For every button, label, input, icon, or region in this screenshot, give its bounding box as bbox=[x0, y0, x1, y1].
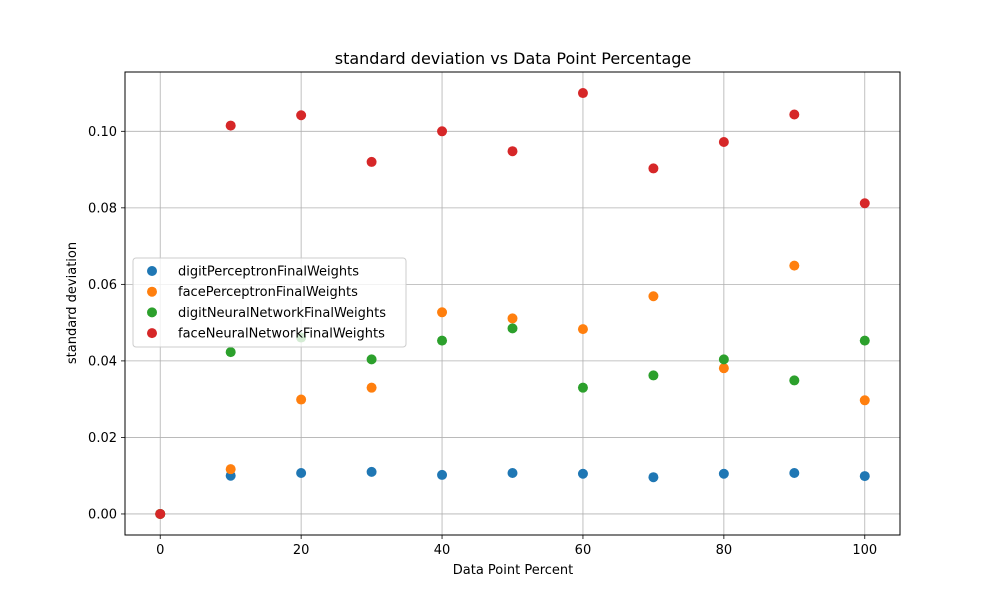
data-point-series-4 bbox=[225, 120, 236, 131]
data-point-series-4 bbox=[366, 156, 377, 167]
data-points bbox=[155, 88, 870, 519]
data-point-series-2 bbox=[859, 395, 870, 406]
x-axis-ticks: 0 20 40 60 80 100 bbox=[156, 535, 877, 558]
legend-label: digitNeuralNetworkFinalWeights bbox=[178, 306, 386, 321]
data-point-series-3 bbox=[648, 370, 659, 381]
data-point-series-2 bbox=[577, 324, 588, 335]
data-point-series-2 bbox=[789, 260, 800, 271]
y-tick-label: 0.10 bbox=[88, 125, 117, 140]
legend-marker bbox=[147, 266, 157, 276]
legend-marker bbox=[147, 328, 157, 339]
legend-marker bbox=[147, 307, 157, 318]
x-tick-label: 40 bbox=[434, 543, 451, 558]
y-tick-label: 0.02 bbox=[88, 431, 117, 446]
data-point-series-1 bbox=[859, 471, 870, 482]
data-point-series-1 bbox=[577, 468, 588, 479]
data-point-series-2 bbox=[296, 394, 307, 405]
data-point-series-4 bbox=[859, 198, 870, 209]
grid-lines bbox=[125, 72, 900, 535]
plot-frame bbox=[124, 71, 901, 536]
x-tick-label: 60 bbox=[575, 543, 592, 558]
data-point-series-2 bbox=[366, 382, 377, 393]
legend: digitPerceptronFinalWeights facePerceptro… bbox=[132, 257, 407, 348]
data-point-series-3 bbox=[225, 347, 236, 358]
data-point-series-4 bbox=[718, 137, 729, 148]
y-tick-label: 0.00 bbox=[88, 507, 117, 522]
y-tick-label: 0.06 bbox=[88, 278, 117, 293]
data-point-series-3 bbox=[577, 382, 588, 393]
y-tick-label: 0.08 bbox=[88, 201, 117, 216]
x-tick-label: 80 bbox=[716, 543, 733, 558]
legend-label: facePerceptronFinalWeights bbox=[178, 285, 358, 300]
data-point-series-1 bbox=[437, 469, 448, 480]
data-point-series-2 bbox=[648, 291, 659, 302]
legend-box bbox=[132, 257, 407, 348]
legend-marker bbox=[147, 286, 157, 297]
data-point-series-3 bbox=[859, 335, 870, 346]
data-point-series-3 bbox=[789, 375, 800, 386]
legend-label: faceNeuralNetworkFinalWeights bbox=[178, 327, 385, 342]
data-point-series-3 bbox=[437, 335, 448, 346]
data-point-series-4 bbox=[296, 110, 307, 121]
data-point-series-1 bbox=[789, 468, 800, 479]
x-tick-label: 20 bbox=[293, 543, 310, 558]
data-point-series-4 bbox=[507, 146, 518, 157]
data-point-series-4 bbox=[577, 88, 588, 99]
data-point-series-4 bbox=[437, 126, 448, 137]
data-point-series-4 bbox=[155, 508, 166, 519]
data-point-series-1 bbox=[507, 468, 518, 479]
data-point-series-2 bbox=[225, 464, 236, 475]
data-point-series-2 bbox=[507, 313, 518, 324]
data-point-series-3 bbox=[507, 323, 518, 334]
data-point-series-4 bbox=[648, 163, 659, 174]
legend-label: digitPerceptronFinalWeights bbox=[178, 265, 359, 280]
data-point-series-3 bbox=[718, 354, 729, 365]
x-tick-label: 0 bbox=[156, 543, 164, 558]
x-axis-label: Data Point Percent bbox=[453, 563, 574, 578]
data-point-series-1 bbox=[718, 468, 729, 479]
y-tick-label: 0.04 bbox=[88, 354, 117, 369]
x-tick-label: 100 bbox=[852, 543, 877, 558]
y-axis-ticks: 0.00 0.02 0.04 0.06 0.08 0.10 bbox=[88, 125, 125, 522]
data-point-series-2 bbox=[437, 307, 448, 318]
data-point-series-1 bbox=[648, 472, 659, 483]
chart-title: standard deviation vs Data Point Percent… bbox=[335, 49, 692, 68]
data-point-series-1 bbox=[366, 466, 377, 477]
data-point-series-1 bbox=[296, 468, 307, 479]
data-point-series-2 bbox=[718, 363, 729, 374]
y-axis-label: standard deviation bbox=[65, 242, 80, 364]
data-point-series-4 bbox=[789, 109, 800, 120]
data-point-series-3 bbox=[366, 354, 377, 365]
